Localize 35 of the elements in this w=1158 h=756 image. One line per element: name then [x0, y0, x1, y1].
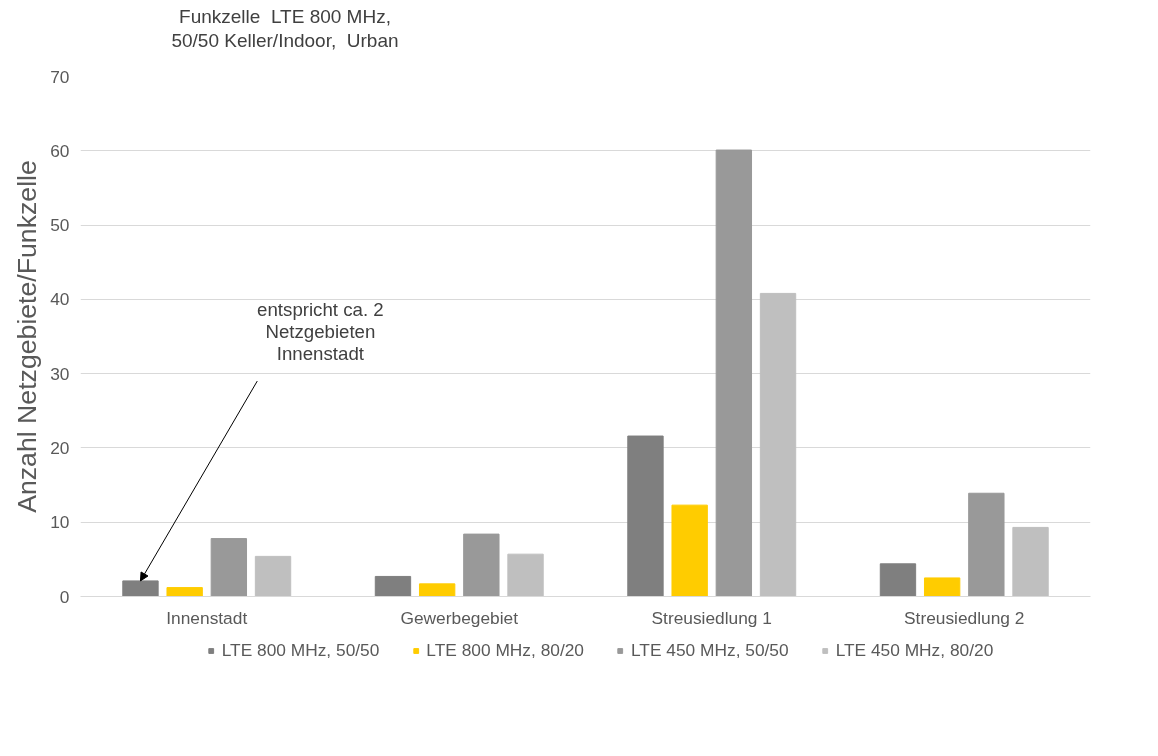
bar	[254, 555, 292, 597]
x-tick-label: Gewerbegebiet	[400, 607, 519, 628]
y-tick-label: 20	[50, 437, 70, 458]
bar	[923, 577, 961, 597]
y-axis-title: Anzahl Netzgebiete/Funkzelle	[12, 160, 43, 513]
annotation: entspricht ca. 2 Netzgebieten Innenstadt	[257, 299, 384, 365]
legend-label: LTE 800 MHz, 50/50	[221, 639, 380, 661]
y-tick-label: 70	[50, 66, 70, 87]
bar	[374, 575, 412, 597]
bar	[122, 580, 159, 597]
bar	[759, 292, 797, 597]
bar	[627, 435, 664, 597]
text: Funkzelle LTE 800 MHz, 50/50 Keller/Indoor, Urban	[171, 5, 399, 53]
bar	[166, 587, 203, 597]
y-tick-label: 10	[50, 512, 70, 533]
legend-label: LTE 800 MHz, 80/20	[426, 639, 584, 661]
bar	[879, 563, 917, 597]
y-tick-label: 50	[50, 215, 70, 236]
bar	[1012, 526, 1049, 597]
bar	[463, 533, 500, 597]
legend-label: LTE 450 MHz, 50/50	[631, 639, 789, 661]
x-tick-label: Streusiedlung 1	[651, 607, 772, 628]
x-tick-label: Innenstadt	[166, 607, 248, 628]
y-tick-label: 0	[59, 586, 70, 607]
y-tick-label: 40	[50, 289, 70, 310]
x-tick-label: Streusiedlung 2	[904, 607, 1025, 628]
y-tick-label: 30	[50, 363, 70, 384]
bar	[210, 538, 248, 597]
y-tick-label: 60	[50, 140, 70, 161]
bar	[968, 492, 1005, 597]
bar	[418, 583, 456, 597]
bar	[671, 504, 708, 597]
bar	[715, 149, 753, 597]
bar	[507, 553, 544, 597]
legend-label: LTE 450 MHz, 80/20	[835, 639, 994, 661]
